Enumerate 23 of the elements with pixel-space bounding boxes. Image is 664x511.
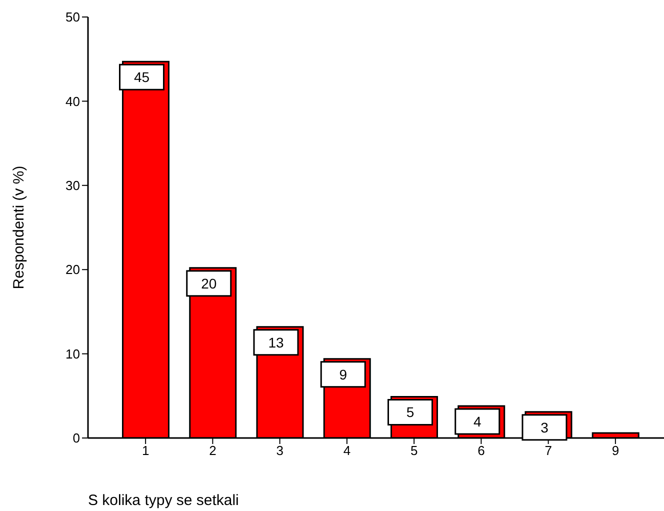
data-label: 45 xyxy=(134,69,150,86)
x-tick-label: 2 xyxy=(209,443,216,458)
data-label: 9 xyxy=(339,366,348,382)
data-label: 5 xyxy=(406,404,414,420)
data-label: 20 xyxy=(201,275,217,292)
x-tick-label: 4 xyxy=(343,443,351,458)
x-tick-label: 5 xyxy=(410,443,418,458)
x-tick-label: 9 xyxy=(612,443,620,458)
x-tick-label: 3 xyxy=(276,443,284,458)
y-tick-label: 40 xyxy=(66,94,80,109)
y-tick-label: 30 xyxy=(66,178,80,194)
data-label: 13 xyxy=(268,334,284,350)
x-tick-label: 6 xyxy=(478,443,485,458)
y-tick-label: 10 xyxy=(66,346,80,362)
x-tick-label: 1 xyxy=(142,443,150,458)
y-tick-label: 20 xyxy=(66,262,80,278)
x-tick-label: 7 xyxy=(544,443,552,458)
y-tick-label: 50 xyxy=(66,10,80,25)
data-label: 3 xyxy=(540,419,549,436)
data-label: 4 xyxy=(473,414,482,430)
y-axis-title: Respondenti (v %) xyxy=(10,166,28,290)
y-tick-label: 0 xyxy=(72,430,80,446)
x-axis-title: S kolika typy se setkali xyxy=(88,492,239,509)
